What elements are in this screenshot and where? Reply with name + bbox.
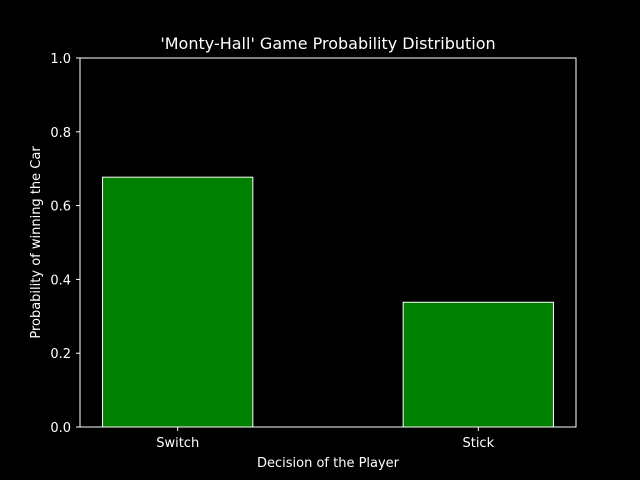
x-axis-label: Decision of the Player: [257, 456, 400, 471]
x-axis: Switch Stick: [156, 427, 495, 451]
plot-frame: [79, 57, 577, 428]
y-tick-label: 0.4: [50, 273, 71, 288]
y-axis: 0.0 0.2 0.4 0.6 0.8 1.0: [50, 52, 80, 436]
chart-title: 'Monty-Hall' Game Probability Distributi…: [160, 34, 495, 53]
bar-switch: [102, 176, 254, 428]
y-tick-label: 0.2: [50, 347, 71, 362]
y-axis-label: Probability of winning the Car: [29, 146, 44, 339]
y-tick-label: 0.0: [50, 421, 71, 436]
y-tick-label: 1.0: [50, 52, 71, 67]
bar-stick: [402, 301, 554, 428]
x-tick-label-switch: Switch: [156, 436, 199, 451]
y-tick-label: 0.8: [50, 126, 71, 141]
bars: [102, 176, 554, 428]
x-tick-label-stick: Stick: [462, 436, 494, 451]
y-tick-label: 0.6: [50, 200, 71, 215]
